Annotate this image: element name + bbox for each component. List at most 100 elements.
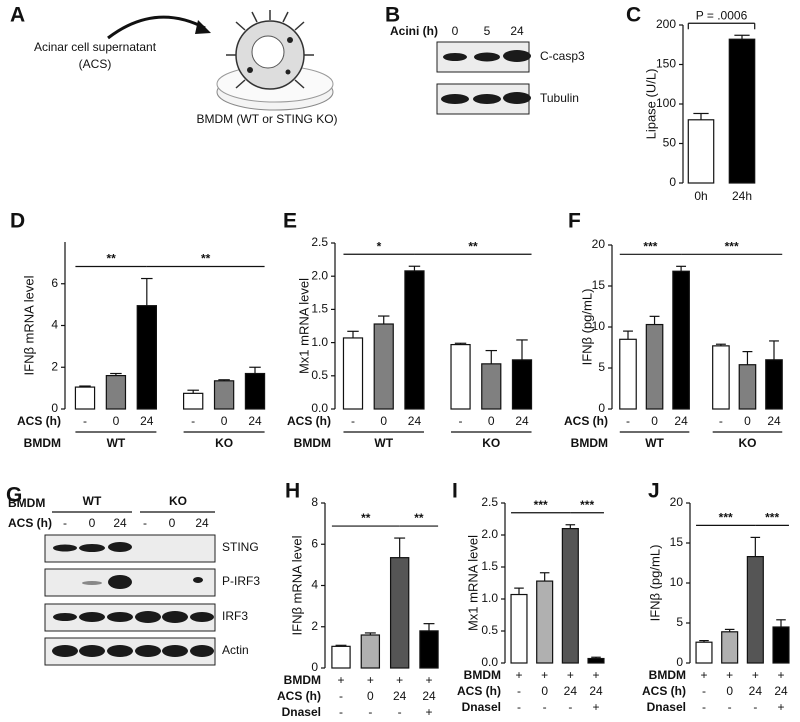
y-tick-label: 4 (51, 318, 58, 332)
y-tick-label: 5 (598, 360, 605, 374)
significance-label: ** (414, 511, 424, 525)
band (79, 544, 105, 552)
bar (721, 631, 739, 664)
y-tick-label: 2 (311, 619, 318, 633)
y-tick-label: 0 (311, 660, 318, 674)
row-entry: 24 (422, 689, 436, 703)
y-tick-label: 0 (51, 401, 58, 415)
row-entry: 24 (515, 414, 529, 428)
row-entry: - (719, 414, 723, 428)
row-entry: - (459, 414, 463, 428)
band (503, 50, 531, 62)
band (503, 92, 531, 104)
arrow-head (195, 20, 211, 34)
y-tick-label: 5 (676, 615, 683, 629)
row-entry: + (425, 705, 432, 719)
row-entry: 24 (564, 684, 578, 698)
panel-letter: B (385, 4, 400, 27)
bar (74, 386, 96, 410)
band (474, 52, 500, 62)
group-label: BMDM (24, 436, 61, 450)
row-entry: + (396, 673, 403, 687)
row-entry: + (726, 668, 733, 682)
row-label: ACS (h) (17, 414, 61, 428)
bar (389, 557, 410, 669)
y-axis-label: Lipase (U/L) (643, 69, 658, 140)
bar (695, 641, 713, 664)
panel-letter: E (283, 210, 297, 233)
y-tick-label: 200 (656, 17, 676, 31)
band (107, 612, 133, 622)
bar (342, 337, 364, 410)
bar (619, 338, 637, 410)
band (107, 645, 133, 657)
panel-a: A Acinar cell supernatant (ACS) BMDM (WT… (10, 4, 338, 127)
lane: 24 (113, 516, 127, 530)
bar (481, 363, 502, 410)
y-tick-label: 50 (663, 136, 677, 150)
bar (136, 305, 157, 410)
granule (247, 67, 253, 73)
y-tick-label: 10 (592, 319, 606, 333)
significance-label: *** (719, 511, 733, 525)
x-tick-label: 24h (732, 189, 752, 203)
row-entry: 0 (488, 414, 495, 428)
y-tick-label: 0 (598, 401, 605, 415)
bar (738, 364, 757, 410)
row-entry: + (425, 673, 432, 687)
y-tick-label: 15 (592, 278, 606, 292)
y-tick-label: 0.0 (481, 655, 498, 669)
panel-letter: I (452, 480, 458, 503)
lane: 5 (484, 24, 491, 38)
significance-label: P = .0006 (696, 8, 748, 22)
significance-label: *** (534, 498, 548, 512)
bar (419, 630, 439, 669)
nucleus (251, 35, 285, 69)
panel-letter: F (568, 210, 581, 233)
y-tick-label: 8 (311, 495, 318, 509)
group-name: WT (374, 436, 393, 450)
band (190, 645, 214, 657)
row-label: ACS (h) (277, 689, 321, 703)
row-entry: 24 (749, 684, 763, 698)
y-tick-label: 6 (311, 536, 318, 550)
row-label: ACS (h) (457, 684, 501, 698)
band (190, 612, 214, 622)
bar (244, 372, 266, 410)
bar (373, 323, 394, 410)
band (443, 53, 467, 61)
bar (765, 359, 783, 410)
significance-label: *** (643, 239, 657, 253)
row-entry: - (702, 684, 706, 698)
lane-label: ACS (h) (8, 516, 52, 530)
band-label: Tubulin (540, 91, 579, 105)
group: WT (83, 494, 102, 508)
bar (510, 593, 528, 664)
panel-b: B Acini (h) 0 5 24 C-casp3 Tubulin (385, 4, 585, 115)
row-entry: 24 (774, 684, 788, 698)
y-tick-label: 2 (51, 359, 58, 373)
y-tick-label: 6 (51, 276, 58, 290)
band-label: IRF3 (222, 609, 248, 623)
row-entry: 24 (674, 414, 688, 428)
row-entry: 0 (541, 684, 548, 698)
band (135, 611, 161, 623)
band (79, 645, 105, 657)
band (135, 645, 161, 657)
bar (213, 380, 235, 410)
row-entry: - (753, 700, 757, 714)
significance-label: ** (201, 252, 211, 266)
group-name: KO (482, 436, 500, 450)
row-entry: 0 (651, 414, 658, 428)
bar (672, 270, 690, 410)
row-label: ACS (h) (287, 414, 331, 428)
lane: 24 (195, 516, 209, 530)
band-label: STING (222, 540, 259, 554)
row-entry: 0 (367, 689, 374, 703)
row-entry: + (592, 700, 599, 714)
row-entry: 0 (221, 414, 228, 428)
row-entry: 24 (589, 684, 603, 698)
bar (587, 657, 605, 664)
y-axis-label: IFNβ (pg/mL) (579, 289, 594, 366)
